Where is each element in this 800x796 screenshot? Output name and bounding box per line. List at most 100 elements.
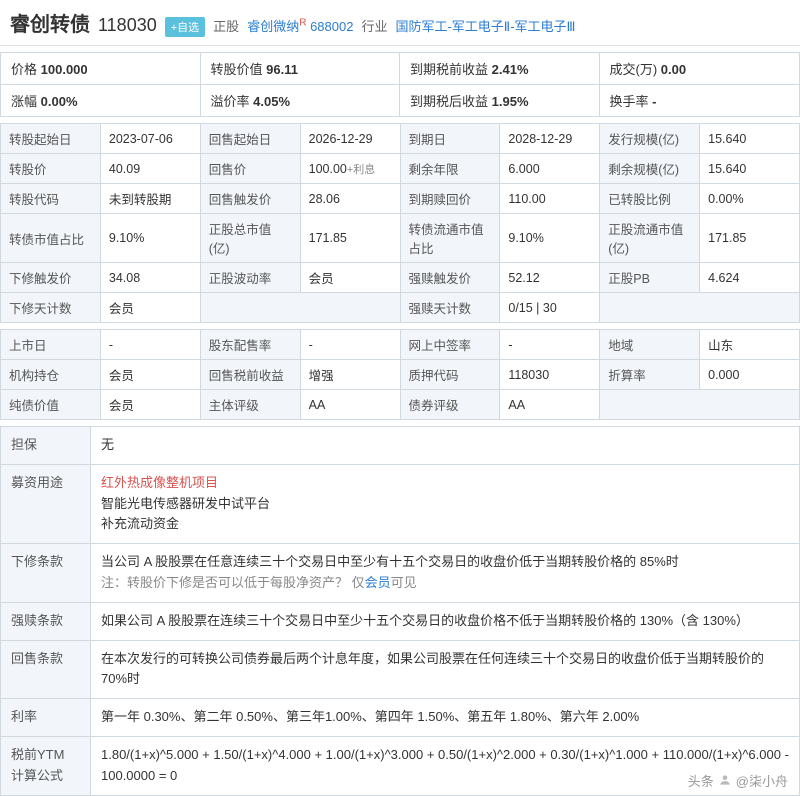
info-label: 下修天计数 [1, 293, 101, 323]
info-value: 0.00% [700, 184, 800, 214]
info-table-1: 转股起始日2023-07-06回售起始日2026-12-29到期日2028-12… [0, 123, 800, 323]
info-label: 剩余年限 [400, 154, 500, 184]
term-label: 下修条款 [1, 544, 91, 603]
info-label: 到期日 [400, 124, 500, 154]
info-label: 回售价 [200, 154, 300, 184]
summary-grid: 价格 100.000转股价值 96.11到期税前收益 2.41%成交(万) 0.… [0, 52, 800, 117]
info-value[interactable]: 增强 [300, 360, 400, 390]
info-label: 转股起始日 [1, 124, 101, 154]
summary-label: 到期税后收益 [410, 94, 488, 109]
user-icon [718, 773, 732, 787]
info-value: 9.10% [500, 214, 600, 263]
info-value: 52.12 [500, 263, 600, 293]
term-value: 红外热成像整机项目智能光电传感器研发中试平台补充流动资金 [91, 464, 800, 543]
summary-cell: 成交(万) 0.00 [600, 53, 800, 85]
term-label: 利率 [1, 699, 91, 737]
summary-label: 价格 [11, 62, 37, 77]
info-label: 转股价 [1, 154, 101, 184]
term-value: 如果公司 A 股股票在连续三十个交易日中至少十五个交易日的收盘价格不低于当期转股… [91, 602, 800, 640]
summary-label: 到期税前收益 [410, 62, 488, 77]
summary-cell: 转股价值 96.11 [201, 53, 401, 85]
info-label: 下修触发价 [1, 263, 101, 293]
summary-value: 4.05% [253, 94, 290, 109]
info-value[interactable]: 会员 [100, 293, 200, 323]
info-value: AA [500, 390, 600, 420]
summary-label: 转股价值 [211, 62, 263, 77]
info-label: 转债流通市值占比 [400, 214, 500, 263]
info-label: 正股流通市值(亿) [600, 214, 700, 263]
info-label: 折算率 [600, 360, 700, 390]
summary-cell: 溢价率 4.05% [201, 85, 401, 117]
author-name: @柒小舟 [736, 771, 788, 790]
term-label: 税前YTM计算公式 [1, 736, 91, 795]
info-value: 171.85 [700, 214, 800, 263]
summary-value: 0.00 [661, 62, 686, 77]
summary-cell: 到期税前收益 2.41% [400, 53, 600, 85]
industry-link[interactable]: 国防军工-军工电子Ⅱ-军工电子Ⅲ [395, 16, 575, 35]
info-value: - [300, 330, 400, 360]
summary-cell: 换手率 - [600, 85, 800, 117]
info-label: 强赎天计数 [400, 293, 500, 323]
info-label: 纯债价值 [1, 390, 101, 420]
summary-value: 0.00% [41, 94, 78, 109]
info-label: 剩余规模(亿) [600, 154, 700, 184]
stock-sup: R [299, 18, 306, 29]
stock-label: 正股 [213, 16, 239, 35]
info-label: 主体评级 [200, 390, 300, 420]
summary-cell: 到期税后收益 1.95% [400, 85, 600, 117]
info-value[interactable]: 会员 [300, 263, 400, 293]
info-value: AA [300, 390, 400, 420]
info-value: 9.10% [100, 214, 200, 263]
info-label: 上市日 [1, 330, 101, 360]
info-value: 15.640 [700, 154, 800, 184]
summary-value: 1.95% [492, 94, 529, 109]
info-value: 171.85 [300, 214, 400, 263]
info-label: 已转股比例 [600, 184, 700, 214]
info-value[interactable]: 会员 [100, 390, 200, 420]
member-link[interactable]: 会员 [365, 575, 391, 590]
term-value: 在本次发行的可转换公司债券最后两个计息年度，如果公司股票在任何连续三十个交易日的… [91, 640, 800, 699]
info-label: 正股波动率 [200, 263, 300, 293]
info-value: 110.00 [500, 184, 600, 214]
summary-value: 96.11 [266, 62, 298, 77]
info-value: 118030 [500, 360, 600, 390]
info-label: 正股PB [600, 263, 700, 293]
summary-value: 100.000 [41, 62, 88, 77]
info-value: 2023-07-06 [100, 124, 200, 154]
term-value: 第一年 0.30%、第二年 0.50%、第三年1.00%、第四年 1.50%、第… [91, 699, 800, 737]
info-value: 15.640 [700, 124, 800, 154]
term-label: 担保 [1, 427, 91, 465]
info-value: 2026-12-29 [300, 124, 400, 154]
summary-value: - [652, 94, 656, 109]
info-label: 强赎触发价 [400, 263, 500, 293]
info-value: 2028-12-29 [500, 124, 600, 154]
term-value: 无 [91, 427, 800, 465]
info-label: 回售触发价 [200, 184, 300, 214]
info-value[interactable]: 会员 [100, 360, 200, 390]
term-label: 强赎条款 [1, 602, 91, 640]
stock-link[interactable]: 睿创微纳R 688002 [247, 16, 353, 35]
summary-cell: 涨幅 0.00% [1, 85, 201, 117]
bond-name: 睿创转债 [10, 8, 90, 37]
info-label: 网上中签率 [400, 330, 500, 360]
summary-label: 溢价率 [211, 94, 250, 109]
info-value: 34.08 [100, 263, 200, 293]
info-label: 转债市值占比 [1, 214, 101, 263]
info-value: 0.000 [700, 360, 800, 390]
info-label: 质押代码 [400, 360, 500, 390]
term-value: 当公司 A 股股票在任意连续三十个交易日中至少有十五个交易日的收盘价低于当期转股… [91, 544, 800, 603]
info-label: 机构持仓 [1, 360, 101, 390]
summary-label: 换手率 [610, 94, 649, 109]
info-label: 债券评级 [400, 390, 500, 420]
info-value: 6.000 [500, 154, 600, 184]
add-optional-button[interactable]: +自选 [165, 17, 205, 37]
terms-table: 担保无募资用途红外热成像整机项目智能光电传感器研发中试平台补充流动资金下修条款当… [0, 426, 800, 796]
info-value: 0/15 | 30 [500, 293, 600, 323]
info-label: 股东配售率 [200, 330, 300, 360]
term-label: 回售条款 [1, 640, 91, 699]
info-value: 100.00+利息 [300, 154, 400, 184]
info-label: 回售起始日 [200, 124, 300, 154]
industry-label: 行业 [361, 16, 387, 35]
summary-value: 2.41% [492, 62, 529, 77]
summary-label: 成交(万) [610, 62, 658, 77]
